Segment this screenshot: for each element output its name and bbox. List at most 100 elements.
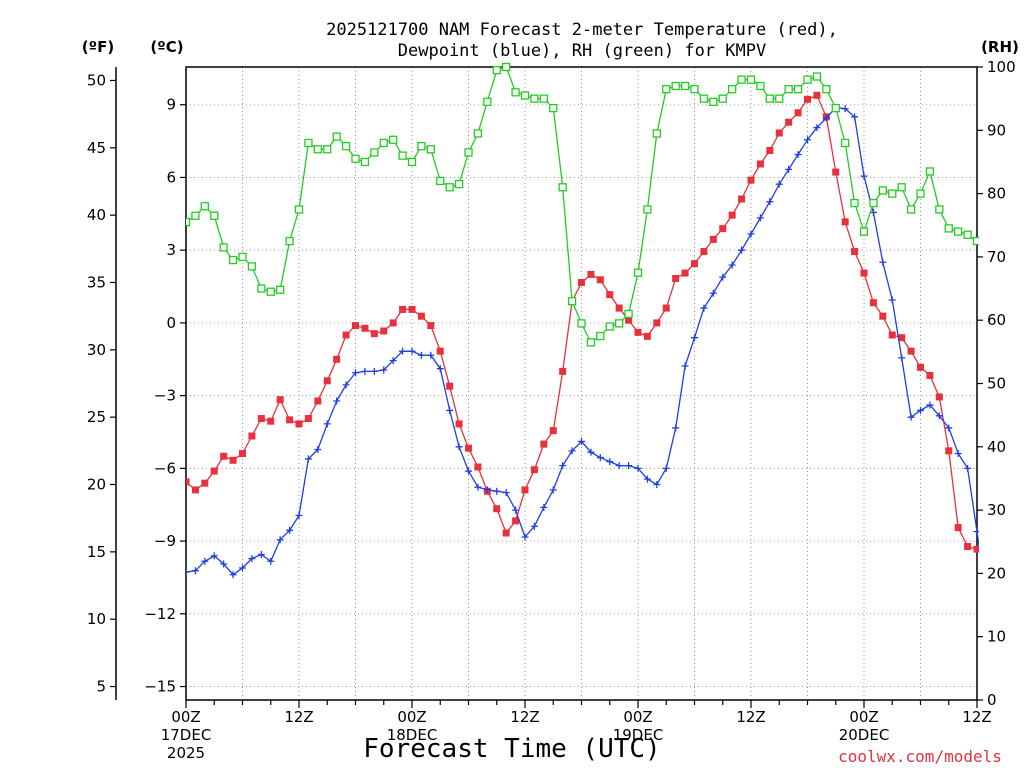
dewpoint-point [907, 413, 915, 421]
rh-tick-label: 80 [987, 185, 1006, 203]
x-axis-label: Forecast Time (UTC) [363, 734, 660, 764]
fahrenheit-unit-label: (ºF) [82, 38, 114, 56]
temperature-point [342, 331, 350, 339]
temperature-point [417, 312, 425, 320]
rh-point [897, 183, 906, 192]
temperature-point [295, 420, 303, 428]
rh-point [812, 72, 822, 81]
temperature-point [804, 95, 811, 103]
fahrenheit-tick-label: 20 [87, 476, 106, 494]
dewpoint-point [860, 172, 868, 180]
temperature-point [841, 218, 849, 226]
temperature-point [907, 347, 915, 355]
dewpoint-point [352, 369, 359, 377]
temperature-point [813, 91, 821, 99]
rh-point [662, 85, 671, 94]
temperature-point [747, 176, 755, 184]
dewpoint-point [493, 487, 501, 495]
temperature-point [370, 330, 378, 338]
dewpoint-point [719, 273, 727, 281]
temperature-point [399, 305, 407, 313]
celsius-tick-label: −12 [144, 605, 176, 623]
rh-point [718, 94, 727, 103]
rh-point [803, 75, 812, 84]
dewpoint-point [813, 124, 821, 132]
fahrenheit-tick-label: 35 [87, 273, 106, 291]
dewpoint-point [596, 454, 604, 462]
temperature-point [888, 331, 896, 339]
temperature-point [794, 109, 802, 117]
temperature-point [286, 416, 294, 424]
temperature-point [832, 168, 840, 176]
tick-labels: 5101520253035404550−15−12−9−6−3036901020… [87, 58, 1016, 762]
dewpoint-point [446, 406, 454, 414]
temperature-point [530, 466, 538, 474]
rh-point [511, 88, 520, 97]
rh-point [266, 287, 275, 296]
rh-point [567, 297, 577, 306]
dewpoint-point [549, 486, 557, 494]
dewpoint-point [465, 467, 472, 475]
rh-tick-label: 30 [987, 501, 1006, 519]
rh-tick-label: 70 [987, 248, 1006, 266]
rh-point [219, 243, 228, 252]
rh-point [624, 309, 633, 319]
temperature-point [954, 524, 962, 532]
dewpoint-point [935, 412, 943, 420]
temperature-point [606, 291, 614, 299]
temperature-point [719, 225, 727, 233]
celsius-unit-label: (ºC) [150, 38, 183, 56]
dewpoint-point [257, 551, 265, 559]
fahrenheit-tick-label: 5 [96, 678, 106, 696]
rh-point [822, 85, 831, 94]
rh-point [445, 183, 454, 192]
rh-tick-label: 40 [987, 438, 1006, 456]
dewpoint-point [983, 594, 990, 601]
rh-tick-label: 60 [987, 311, 1006, 329]
rh-point [520, 91, 530, 100]
dewpoint-point [210, 552, 218, 560]
rh-point [426, 145, 435, 154]
dewpoint-point [738, 246, 746, 254]
temperature-point [276, 396, 284, 404]
temperature-point [728, 211, 736, 219]
dewpoint-point [634, 464, 642, 472]
temperature-point [220, 452, 228, 460]
temperature-point [898, 334, 906, 342]
rh-point [983, 238, 990, 245]
dewpoint-point [361, 367, 369, 375]
dewpoint-point [869, 208, 877, 216]
dewpoint-point [314, 445, 322, 453]
dewpoint-point [841, 105, 849, 113]
rh-tick-label: 50 [987, 375, 1006, 393]
dewpoint-point [766, 198, 774, 206]
fahrenheit-tick-label: 10 [87, 610, 106, 628]
rh-point [906, 205, 916, 214]
chart-title-line1: 2025121700 NAM Forecast 2-meter Temperat… [326, 20, 838, 40]
temperature-point [446, 382, 454, 390]
temperature-point [257, 415, 265, 423]
series-2-meter-temperature [186, 91, 979, 553]
rh-point [294, 205, 304, 214]
rh-point [210, 211, 219, 220]
dewpoint-point [794, 151, 802, 159]
credit-text: coolwx.com/models [838, 747, 1002, 766]
fahrenheit-tick-label: 25 [87, 408, 106, 426]
rh-point [276, 285, 285, 294]
temperature-point [775, 129, 783, 137]
temperature-point [323, 377, 331, 385]
temperature-point [389, 319, 397, 327]
rh-point [464, 148, 473, 157]
dewpoint-point [295, 511, 303, 519]
temperature-point [625, 316, 633, 324]
chart-axes [110, 66, 983, 708]
rh-point [737, 75, 746, 84]
rh-point [238, 252, 247, 262]
temperature-point [926, 371, 934, 379]
dewpoint-point [992, 647, 999, 654]
rh-point [709, 97, 718, 106]
dewpoint-point [898, 354, 906, 362]
rh-point [944, 224, 953, 233]
rh-point [935, 205, 944, 214]
temperature-point [559, 367, 567, 375]
